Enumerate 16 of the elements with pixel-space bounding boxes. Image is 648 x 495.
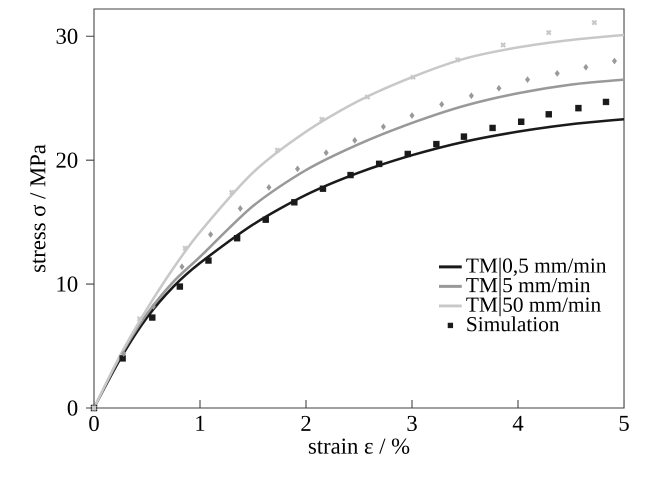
x-tick-label: 0: [89, 416, 99, 432]
y-tick-label: 10: [58, 276, 78, 292]
y-tick-label: 0: [68, 400, 78, 416]
y-tick-label: 20: [56, 152, 78, 168]
legend-label: TM|50 mm/min: [466, 296, 601, 316]
y-axis-title: stress σ / MPa: [30, 144, 46, 272]
x-tick-label: 2: [301, 416, 310, 431]
x-tick-label: 5: [620, 416, 629, 431]
legend-label: TM|5 mm/min: [466, 277, 590, 297]
legend-label: Simulation: [467, 316, 560, 332]
x-tick-label: 1: [196, 416, 204, 431]
x-tick-label: 3: [407, 416, 417, 432]
y-tick-label: 30: [56, 28, 78, 44]
legend-label: TM|0,5 mm/min: [466, 258, 606, 278]
x-axis-title: strain ε / %: [308, 438, 410, 454]
x-tick-label: 4: [512, 416, 524, 431]
